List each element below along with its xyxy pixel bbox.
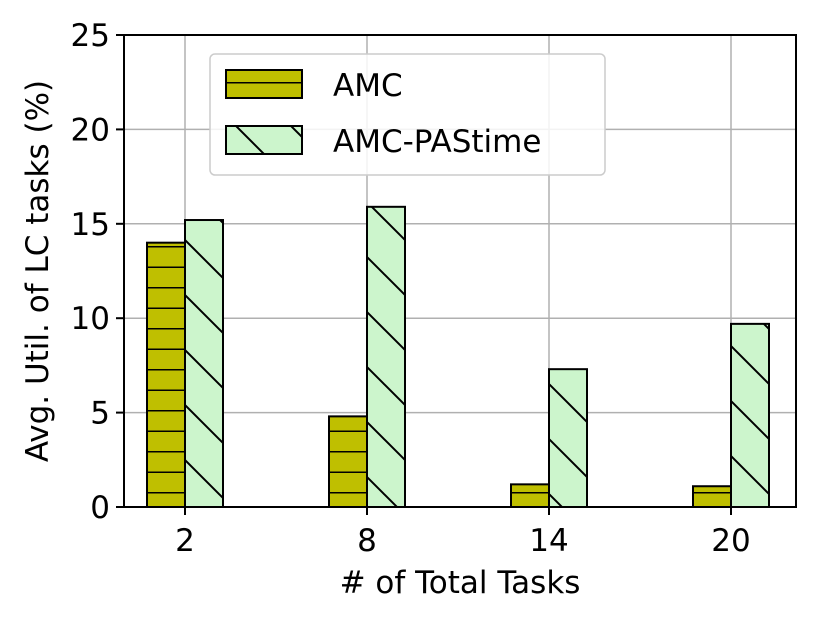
x-tick-label: 14 xyxy=(529,523,568,559)
legend: AMC AMC-PAStime xyxy=(209,53,606,176)
y-tick-label: 15 xyxy=(71,207,110,243)
bar-amc-8 xyxy=(328,415,368,509)
bars xyxy=(146,205,770,509)
bar-amc-pastime-14 xyxy=(548,368,588,508)
legend-swatch-amc xyxy=(225,69,303,99)
legend-label: AMC xyxy=(333,68,403,104)
bar-amc-pastime-8 xyxy=(366,205,406,508)
x-tick-label: 20 xyxy=(711,523,750,559)
legend-label: AMC-PAStime xyxy=(333,124,541,160)
legend-swatch-amc-pastime xyxy=(225,125,303,155)
bar-amc-20 xyxy=(692,485,732,508)
bar-amc-pastime-20 xyxy=(730,322,770,509)
plot-frame xyxy=(123,34,797,508)
y-tick-label: 5 xyxy=(90,396,110,432)
x-tick-label: 2 xyxy=(175,523,195,559)
y-tick-label: 20 xyxy=(71,112,110,148)
axes: 0 5 10 15 20 25 2 8 14 20 # of Total Tasks Avg. Uti… xyxy=(20,18,797,601)
y-tick-label: 25 xyxy=(71,18,110,54)
bar-amc-14 xyxy=(510,483,550,508)
y-axis-label: Avg. Util. of LC tasks (%) xyxy=(20,80,56,462)
x-axis-label: # of Total Tasks xyxy=(340,565,581,601)
y-tick-label: 10 xyxy=(71,301,110,337)
x-tick-label: 8 xyxy=(357,523,377,559)
bar-amc-2 xyxy=(146,241,186,508)
legend-box xyxy=(209,53,606,176)
y-tick-label: 0 xyxy=(90,490,110,526)
bar-amc-pastime-2 xyxy=(184,219,224,509)
